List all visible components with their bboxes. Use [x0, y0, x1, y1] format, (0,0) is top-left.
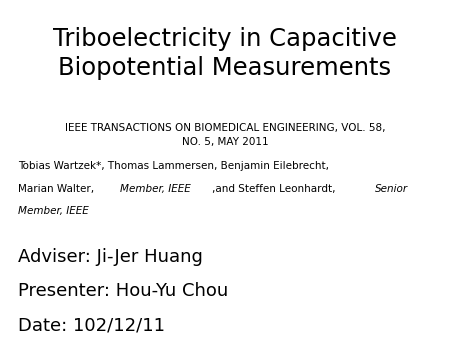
Text: Adviser: Ji-Jer Huang: Adviser: Ji-Jer Huang [18, 248, 203, 266]
Text: Senior: Senior [375, 184, 409, 194]
Text: Tobias Wartzek*, Thomas Lammersen, Benjamin Eilebrecht,: Tobias Wartzek*, Thomas Lammersen, Benja… [18, 161, 329, 171]
Text: Date: 102/12/11: Date: 102/12/11 [18, 316, 165, 334]
Text: Member, IEEE: Member, IEEE [121, 184, 191, 194]
Text: ,and Steffen Leonhardt,: ,and Steffen Leonhardt, [212, 184, 338, 194]
Text: Triboelectricity in Capacitive
Biopotential Measurements: Triboelectricity in Capacitive Biopotent… [53, 27, 397, 80]
Text: Marian Walter,: Marian Walter, [18, 184, 97, 194]
Text: IEEE TRANSACTIONS ON BIOMEDICAL ENGINEERING, VOL. 58,
NO. 5, MAY 2011: IEEE TRANSACTIONS ON BIOMEDICAL ENGINEER… [65, 123, 385, 147]
Text: Presenter: Hou-Yu Chou: Presenter: Hou-Yu Chou [18, 282, 228, 300]
Text: Member, IEEE: Member, IEEE [18, 206, 89, 216]
